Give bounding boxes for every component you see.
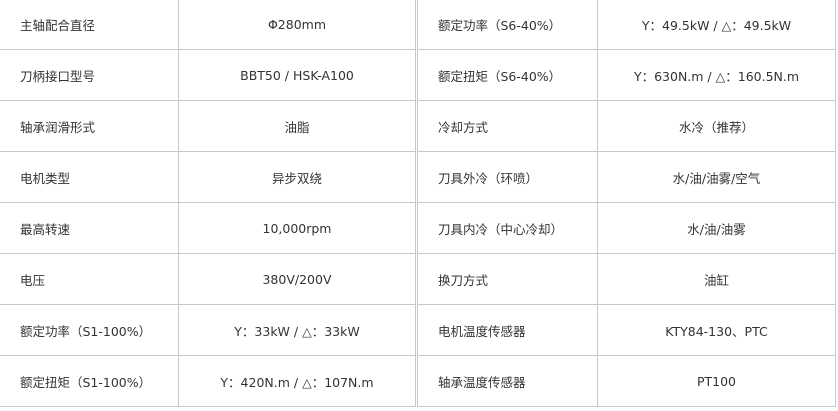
- spec-label: 电机类型: [0, 151, 179, 203]
- table-row: 电机类型 异步双绕: [0, 151, 416, 203]
- spec-table-left: 主轴配合直径 Φ280mm 刀柄接口型号 BBT50 / HSK-A100 轴承润滑形式…: [0, 0, 416, 407]
- table-row: 刀具内冷（中心冷却） 水/油/油雾: [417, 202, 836, 254]
- spec-label: 刀柄接口型号: [0, 49, 179, 101]
- table-row: 冷却方式 水冷（推荐）: [417, 100, 836, 152]
- table-row: 换刀方式 油缸: [417, 253, 836, 305]
- spec-value: PT100: [597, 355, 836, 407]
- table-row: 最高转速 10,000rpm: [0, 202, 416, 254]
- spec-value: 油缸: [597, 253, 836, 305]
- spec-label: 轴承润滑形式: [0, 100, 179, 152]
- spec-label: 额定扭矩（S6-40%）: [417, 49, 598, 101]
- table-row: 刀具外冷（环喷） 水/油/油雾/空气: [417, 151, 836, 203]
- table-row: 轴承润滑形式 油脂: [0, 100, 416, 152]
- spec-label: 最高转速: [0, 202, 179, 254]
- spec-value: 油脂: [178, 100, 416, 152]
- spec-label: 冷却方式: [417, 100, 598, 152]
- table-row: 电机温度传感器 KTY84-130、PTC: [417, 304, 836, 356]
- table-row: 额定扭矩（S1-100%） Y：420N.m / △：107N.m: [0, 355, 416, 407]
- spec-value: 380V/200V: [178, 253, 416, 305]
- spec-value: BBT50 / HSK-A100: [178, 49, 416, 101]
- spec-value: 异步双绕: [178, 151, 416, 203]
- spec-label: 电压: [0, 253, 179, 305]
- spec-label: 刀具外冷（环喷）: [417, 151, 598, 203]
- spec-value: Y：630N.m / △：160.5N.m: [597, 49, 836, 101]
- spec-label: 刀具内冷（中心冷却）: [417, 202, 598, 254]
- spec-value: Y：420N.m / △：107N.m: [178, 355, 416, 407]
- spec-label: 换刀方式: [417, 253, 598, 305]
- spec-value: KTY84-130、PTC: [597, 304, 836, 356]
- spec-label: 主轴配合直径: [0, 0, 179, 50]
- spec-value: 水冷（推荐）: [597, 100, 836, 152]
- table-row: 额定功率（S6-40%） Y：49.5kW / △：49.5kW: [417, 0, 836, 50]
- spec-label: 额定功率（S6-40%）: [417, 0, 598, 50]
- spec-table-right: 额定功率（S6-40%） Y：49.5kW / △：49.5kW 额定扭矩（S6-4…: [417, 0, 836, 407]
- spec-value: Y：33kW / △：33kW: [178, 304, 416, 356]
- table-row: 额定功率（S1-100%） Y：33kW / △：33kW: [0, 304, 416, 356]
- spec-value: 水/油/油雾: [597, 202, 836, 254]
- table-row: 额定扭矩（S6-40%） Y：630N.m / △：160.5N.m: [417, 49, 836, 101]
- table-row: 电压 380V/200V: [0, 253, 416, 305]
- spec-value: Y：49.5kW / △：49.5kW: [597, 0, 836, 50]
- spec-value: Φ280mm: [178, 0, 416, 50]
- spec-label: 额定功率（S1-100%）: [0, 304, 179, 356]
- spec-label: 额定扭矩（S1-100%）: [0, 355, 179, 407]
- spec-value: 10,000rpm: [178, 202, 416, 254]
- spec-value: 水/油/油雾/空气: [597, 151, 836, 203]
- spec-label: 电机温度传感器: [417, 304, 598, 356]
- table-row: 刀柄接口型号 BBT50 / HSK-A100: [0, 49, 416, 101]
- spec-label: 轴承温度传感器: [417, 355, 598, 407]
- table-row: 轴承温度传感器 PT100: [417, 355, 836, 407]
- table-row: 主轴配合直径 Φ280mm: [0, 0, 416, 50]
